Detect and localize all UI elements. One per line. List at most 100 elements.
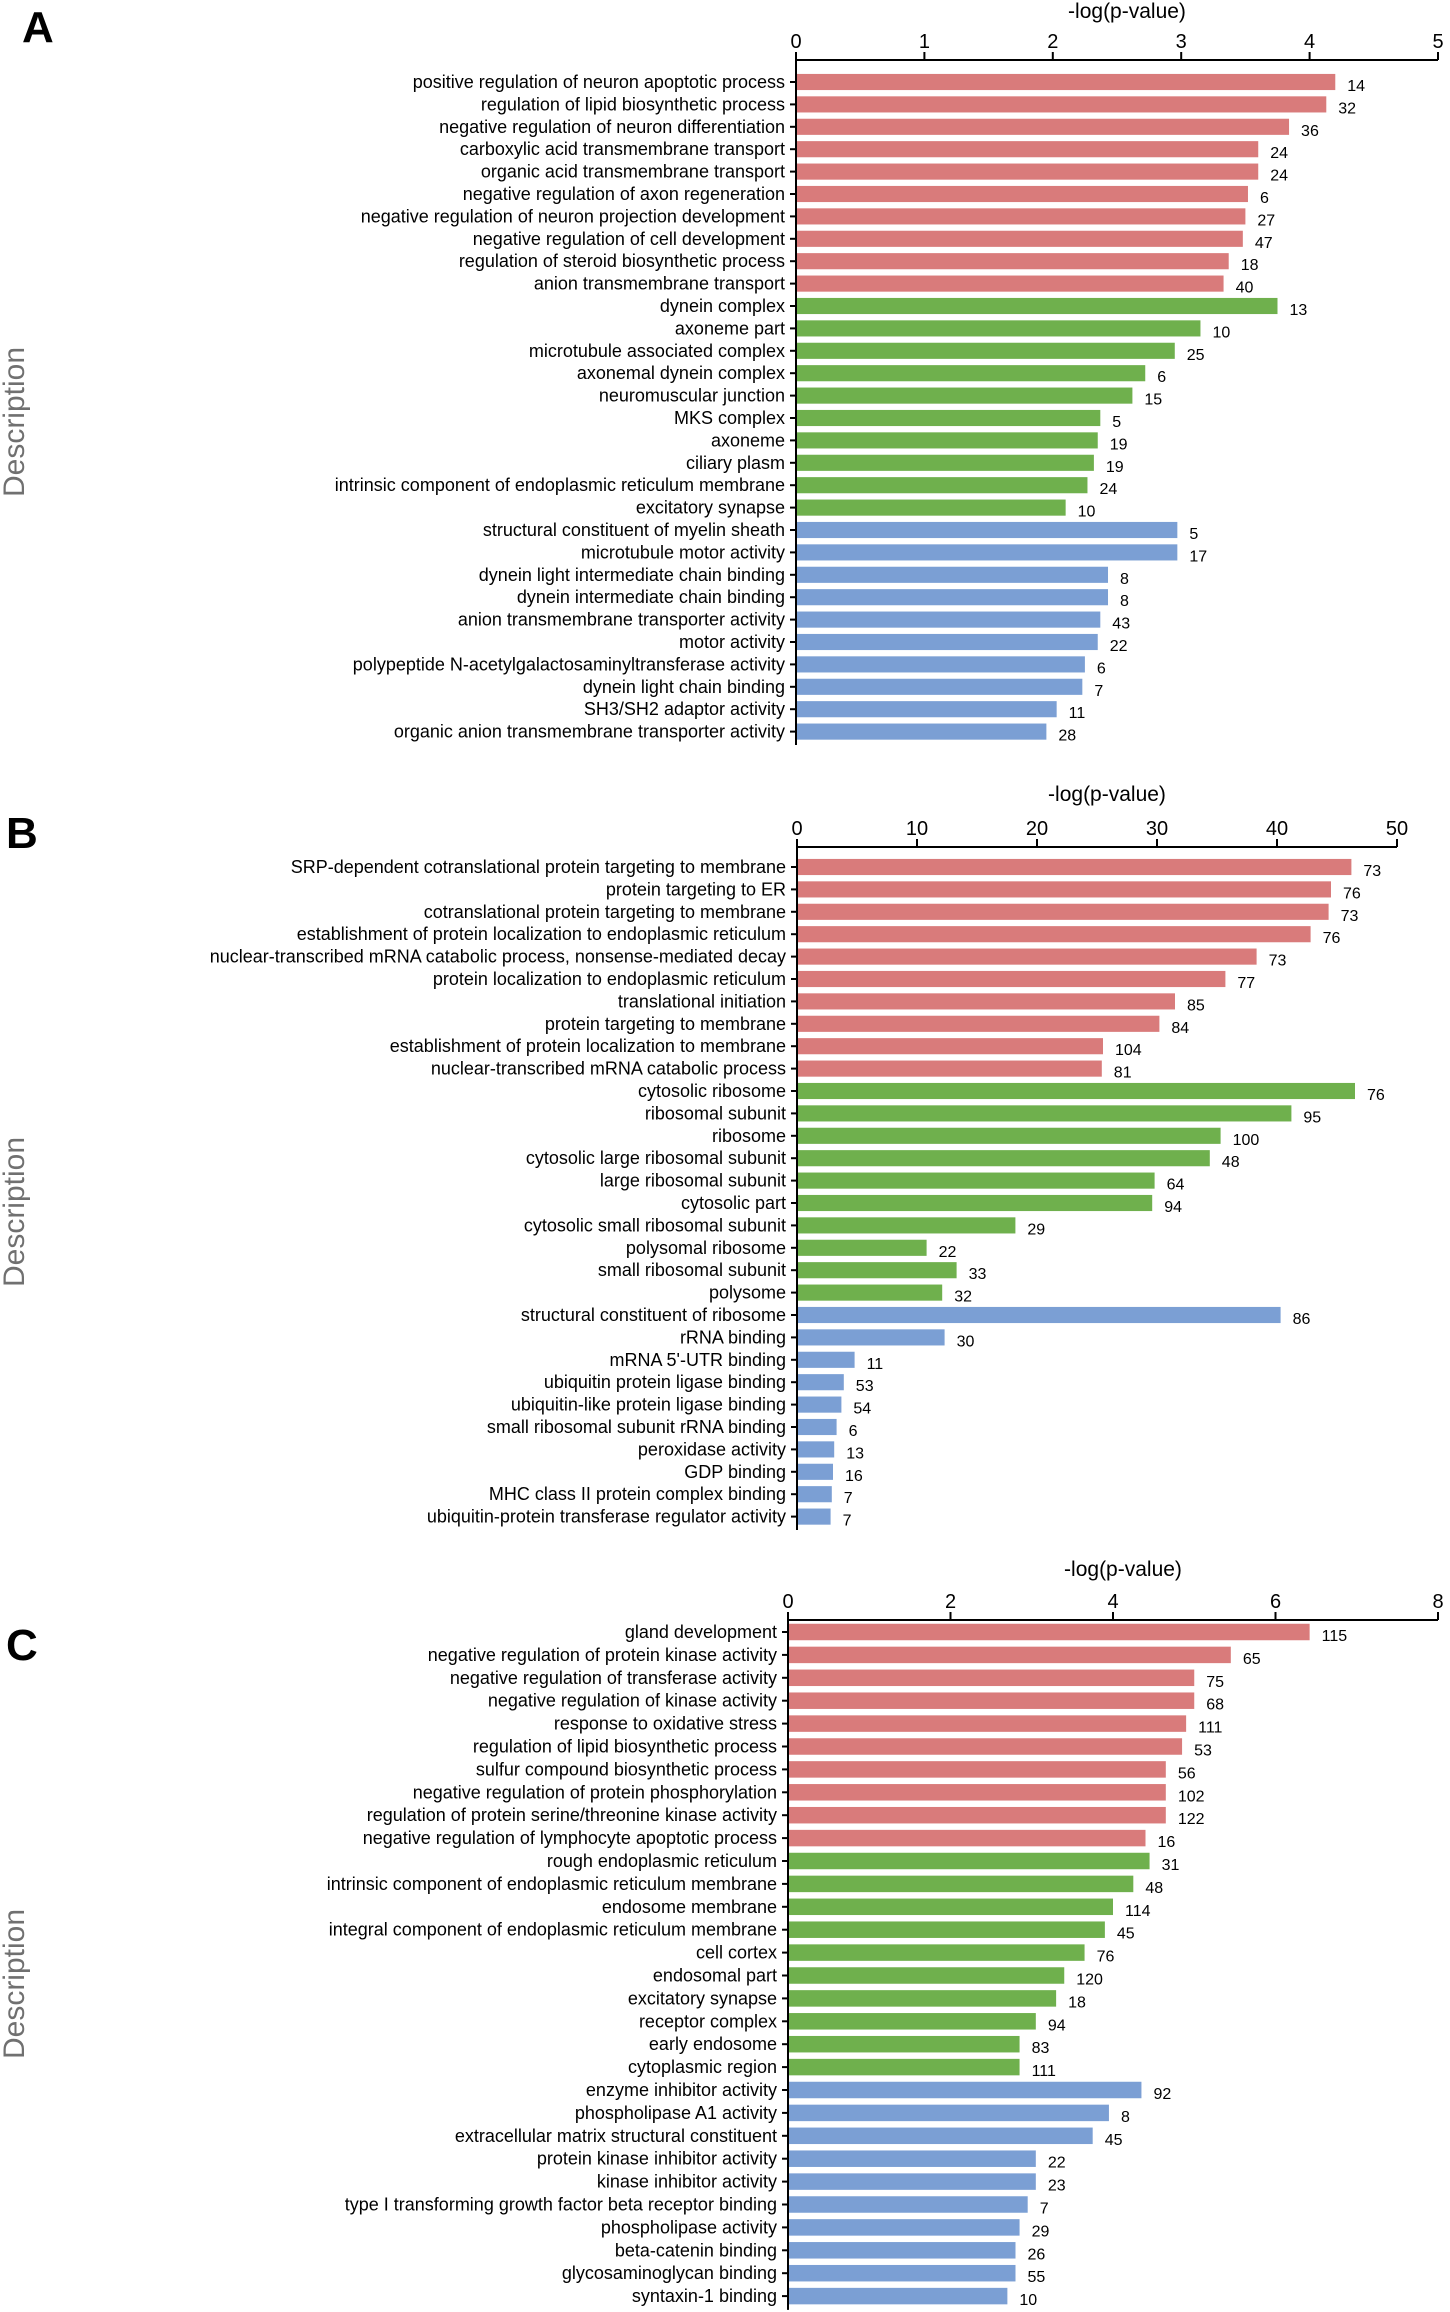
gene-count-label: 11 <box>867 1356 884 1373</box>
category-label: small ribosomal subunit <box>598 1260 786 1280</box>
gene-count-label: 43 <box>1112 616 1130 633</box>
gene-count-label: 24 <box>1270 145 1288 162</box>
bar-biological-process <box>789 1829 1146 1847</box>
gene-count-label: 8 <box>1120 593 1129 610</box>
bar-cellular-component <box>789 1875 1134 1893</box>
bar-cellular-component <box>798 1262 957 1279</box>
bar-cellular-component <box>789 2035 1020 2053</box>
category-label: nuclear-transcribed mRNA catabolic proce… <box>210 947 786 967</box>
category-label: motor activity <box>679 632 785 652</box>
gene-count-label: 102 <box>1178 1788 1205 1805</box>
gene-count-label: 76 <box>1323 930 1341 947</box>
x-tick-label: 0 <box>791 818 802 840</box>
category-label: protein targeting to ER <box>606 879 786 899</box>
gene-count-label: 53 <box>856 1378 874 1395</box>
gene-count-label: 6 <box>1097 660 1106 677</box>
gene-count-label: 29 <box>1032 2223 1050 2240</box>
bar-biological-process <box>798 1038 1103 1055</box>
gene-count-label: 17 <box>1189 548 1207 565</box>
category-label: protein kinase inhibitor activity <box>537 2149 777 2169</box>
bar-biological-process <box>789 1692 1195 1709</box>
x-tick-label: 1 <box>919 31 930 53</box>
category-label: translational initiation <box>618 991 786 1011</box>
category-label: regulation of protein serine/threonine k… <box>367 1805 777 1825</box>
category-label: MKS complex <box>674 408 785 428</box>
gene-count-label: 73 <box>1363 863 1381 880</box>
x-tick-label: 0 <box>782 1591 793 1613</box>
category-label: extracellular matrix structural constitu… <box>455 2126 777 2146</box>
category-label: organic anion transmembrane transporter … <box>394 722 785 742</box>
gene-count-label: 32 <box>954 1289 972 1306</box>
category-label: axoneme <box>711 430 785 450</box>
bar-cellular-component <box>797 454 1094 471</box>
gene-count-label: 26 <box>1028 2246 1046 2263</box>
category-label: establishment of protein localization to… <box>390 1036 786 1056</box>
gene-count-label: 19 <box>1110 436 1128 453</box>
bar-cellular-component <box>798 1127 1221 1144</box>
gene-count-label: 27 <box>1257 212 1275 229</box>
category-label: ubiquitin-like protein ligase binding <box>511 1395 786 1415</box>
category-label: intrinsic component of endoplasmic retic… <box>327 1874 777 1894</box>
gene-count-label: 24 <box>1099 481 1117 498</box>
bar-biological-process <box>797 185 1248 203</box>
category-label: syntaxin-1 binding <box>632 2286 777 2306</box>
bar-cellular-component <box>789 1921 1105 1938</box>
category-label: early endosome <box>649 2034 777 2054</box>
gene-count-label: 76 <box>1367 1087 1385 1104</box>
gene-count-label: 77 <box>1237 975 1255 992</box>
gene-count-label: 81 <box>1114 1065 1132 1082</box>
bar-biological-process <box>798 1060 1102 1077</box>
category-label: MHC class II protein complex binding <box>489 1484 786 1504</box>
gene-count-label: 25 <box>1187 347 1205 364</box>
bar-cellular-component <box>797 297 1278 315</box>
x-tick-label: 6 <box>1270 1591 1281 1613</box>
bar-cellular-component <box>797 365 1146 382</box>
bar-biological-process <box>797 230 1243 247</box>
category-label: rRNA binding <box>680 1327 786 1347</box>
bar-biological-process <box>789 1669 1195 1687</box>
bar-cellular-component <box>798 1284 943 1301</box>
gene-count-label: 5 <box>1189 526 1198 543</box>
bar-molecular-function <box>789 2150 1036 2167</box>
x-tick-label: 4 <box>1304 31 1315 53</box>
category-label: dynein intermediate chain binding <box>517 587 785 607</box>
category-label: axoneme part <box>675 318 785 338</box>
category-label: structural constituent of ribosome <box>521 1305 786 1325</box>
category-label: cytoplasmic region <box>628 2057 777 2077</box>
bar-molecular-function <box>797 566 1109 583</box>
category-label: negative regulation of axon regeneration <box>463 184 785 204</box>
x-axis-title: -log(p-value) <box>1068 0 1186 23</box>
gene-count-label: 6 <box>849 1423 858 1440</box>
gene-count-label: 28 <box>1058 728 1076 745</box>
bar-cellular-component <box>789 1852 1150 1870</box>
gene-count-label: 73 <box>1341 908 1359 925</box>
gene-count-label: 13 <box>846 1445 864 1462</box>
bar-biological-process <box>798 993 1175 1010</box>
gene-count-label: 68 <box>1206 1697 1224 1714</box>
bar-cellular-component <box>797 387 1133 404</box>
category-label: negative regulation of kinase activity <box>488 1691 777 1711</box>
bar-molecular-function <box>789 2173 1036 2190</box>
category-label: microtubule motor activity <box>581 542 785 562</box>
category-label: peroxidase activity <box>638 1439 786 1459</box>
bar-molecular-function <box>798 1508 831 1525</box>
x-tick-label: 10 <box>906 818 928 840</box>
x-tick-label: 3 <box>1176 31 1187 53</box>
gene-count-label: 65 <box>1243 1651 1261 1668</box>
gene-count-label: 45 <box>1105 2132 1123 2149</box>
category-label: SRP-dependent cotranslational protein ta… <box>291 857 786 877</box>
gene-count-label: 86 <box>1293 1311 1311 1328</box>
bar-molecular-function <box>797 701 1057 718</box>
category-label: negative regulation of cell development <box>473 229 785 249</box>
bar-cellular-component <box>798 1194 1153 1212</box>
gene-count-label: 85 <box>1187 997 1205 1014</box>
y-axis-title: Description <box>0 347 31 497</box>
gene-count-label: 10 <box>1078 504 1096 521</box>
y-axis-title: Description <box>0 1909 31 2059</box>
x-tick-label: 0 <box>790 31 801 53</box>
x-tick-label: 30 <box>1146 818 1168 840</box>
category-label: phospholipase activity <box>601 2217 777 2237</box>
gene-count-label: 48 <box>1222 1154 1240 1171</box>
gene-count-label: 11 <box>1069 705 1086 722</box>
